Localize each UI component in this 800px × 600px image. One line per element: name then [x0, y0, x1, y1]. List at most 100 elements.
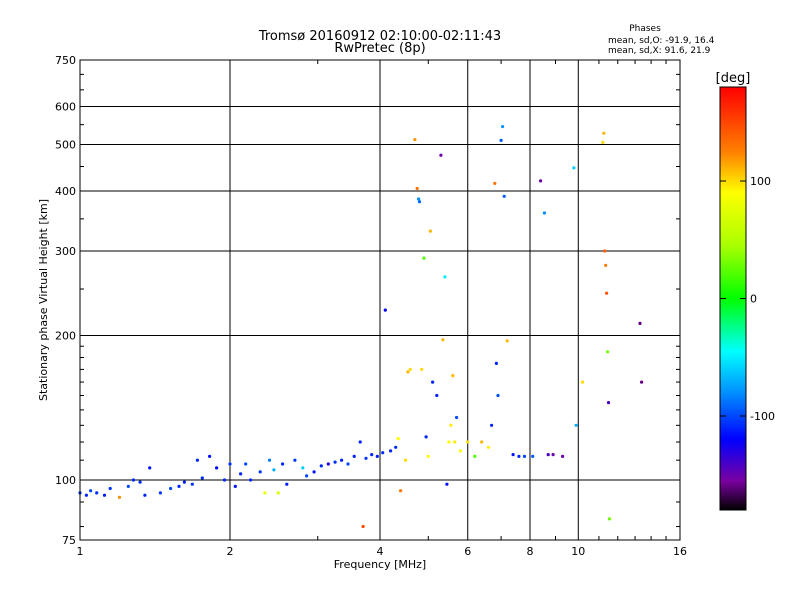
data-point [249, 478, 253, 482]
data-point [208, 454, 212, 458]
y-tick-label: 100 [55, 474, 76, 487]
y-tick-label: 400 [55, 185, 76, 198]
data-point [451, 374, 455, 378]
data-point [305, 474, 309, 478]
y-axis-label: Stationary phase Virtual Height [km] [37, 199, 50, 401]
data-point [435, 393, 439, 398]
data-point [494, 361, 498, 365]
data-point [396, 437, 400, 441]
data-point [607, 517, 612, 521]
data-point [361, 524, 365, 529]
data-point [531, 454, 535, 458]
x-axis-label: Frequency [MHz] [334, 558, 426, 571]
grid [80, 60, 680, 540]
data-point [426, 454, 430, 458]
data-point [581, 380, 585, 384]
data-point [383, 308, 387, 312]
stats-heading: Phases [629, 24, 661, 34]
data-point [352, 454, 356, 458]
data-point [455, 415, 459, 420]
chart-title: Tromsø 20160912 02:10:00-02:11:43 [258, 29, 501, 44]
data-point [228, 462, 232, 466]
data-point [542, 211, 547, 215]
data-point [417, 197, 421, 201]
data-point [480, 440, 484, 444]
data-point [222, 478, 227, 482]
data-point [177, 484, 181, 488]
x-tick-label: 10 [571, 545, 585, 558]
y-tick-label: 200 [55, 330, 76, 343]
colorbar-label: [deg] [716, 71, 751, 86]
data-point [605, 291, 609, 295]
data-point [195, 458, 199, 462]
x-tick-label: 1 [77, 545, 84, 558]
data-point [319, 464, 323, 468]
data-point [431, 380, 435, 384]
data-point [517, 454, 521, 458]
data-point [449, 423, 453, 427]
data-point [572, 166, 576, 170]
x-tick-label: 4 [377, 545, 384, 558]
data-point [408, 367, 412, 371]
data-point [143, 493, 147, 497]
data-point [258, 470, 262, 474]
data-point [346, 462, 350, 466]
data-point [285, 482, 289, 486]
data-point [381, 451, 385, 455]
data-point [602, 131, 606, 135]
data-point [551, 453, 555, 457]
x-tick-label: 2 [227, 545, 234, 558]
data-point [126, 484, 130, 488]
data-point [486, 445, 490, 449]
data-point [499, 138, 503, 142]
data-point [276, 491, 280, 495]
data-point [415, 186, 419, 191]
data-point [466, 440, 470, 444]
data-point [424, 435, 428, 439]
data-point [640, 380, 644, 384]
data-point [501, 125, 505, 129]
data-point [375, 454, 379, 458]
data-point [413, 138, 417, 142]
stats-line-x: mean, sd,X: 91.6, 21.9 [608, 46, 711, 56]
y-tick-label: 500 [55, 139, 76, 152]
x-tick-label: 16 [673, 545, 687, 558]
data-point [272, 468, 276, 472]
data-point [458, 449, 462, 453]
data-point [420, 367, 424, 371]
chart-subtitle: RwPretec (8p) [334, 41, 425, 56]
data-point [233, 484, 237, 488]
data-point [267, 458, 272, 462]
data-point [522, 454, 527, 458]
data-point [403, 458, 408, 462]
data-point [539, 179, 543, 183]
data-point [326, 462, 330, 466]
data-point [102, 493, 107, 497]
x-tick-label: 8 [527, 545, 534, 558]
data-point [604, 263, 608, 267]
data-point [574, 423, 578, 427]
data-point [490, 423, 494, 427]
data-point [190, 482, 194, 486]
data-point [505, 339, 509, 343]
x-tick-label: 6 [464, 545, 471, 558]
data-point [182, 480, 186, 484]
data-point [394, 445, 398, 449]
data-point [333, 460, 337, 464]
data-point [293, 458, 297, 462]
data-point [546, 453, 550, 457]
data-point [638, 321, 642, 325]
colorbar-ticks: 100 0 -100 [720, 175, 775, 423]
data-point [215, 466, 219, 470]
y-tick-label: 750 [55, 54, 76, 67]
data-point [169, 486, 173, 491]
colorbar-tick-label: -100 [750, 410, 775, 423]
stats-line-o: mean, sd,O: -91.9, 16.4 [608, 36, 715, 46]
data-point [606, 350, 610, 354]
data-point [358, 440, 362, 444]
data-point [502, 194, 506, 198]
data-point [511, 453, 515, 457]
data-point [239, 472, 243, 476]
data-point [158, 491, 162, 495]
